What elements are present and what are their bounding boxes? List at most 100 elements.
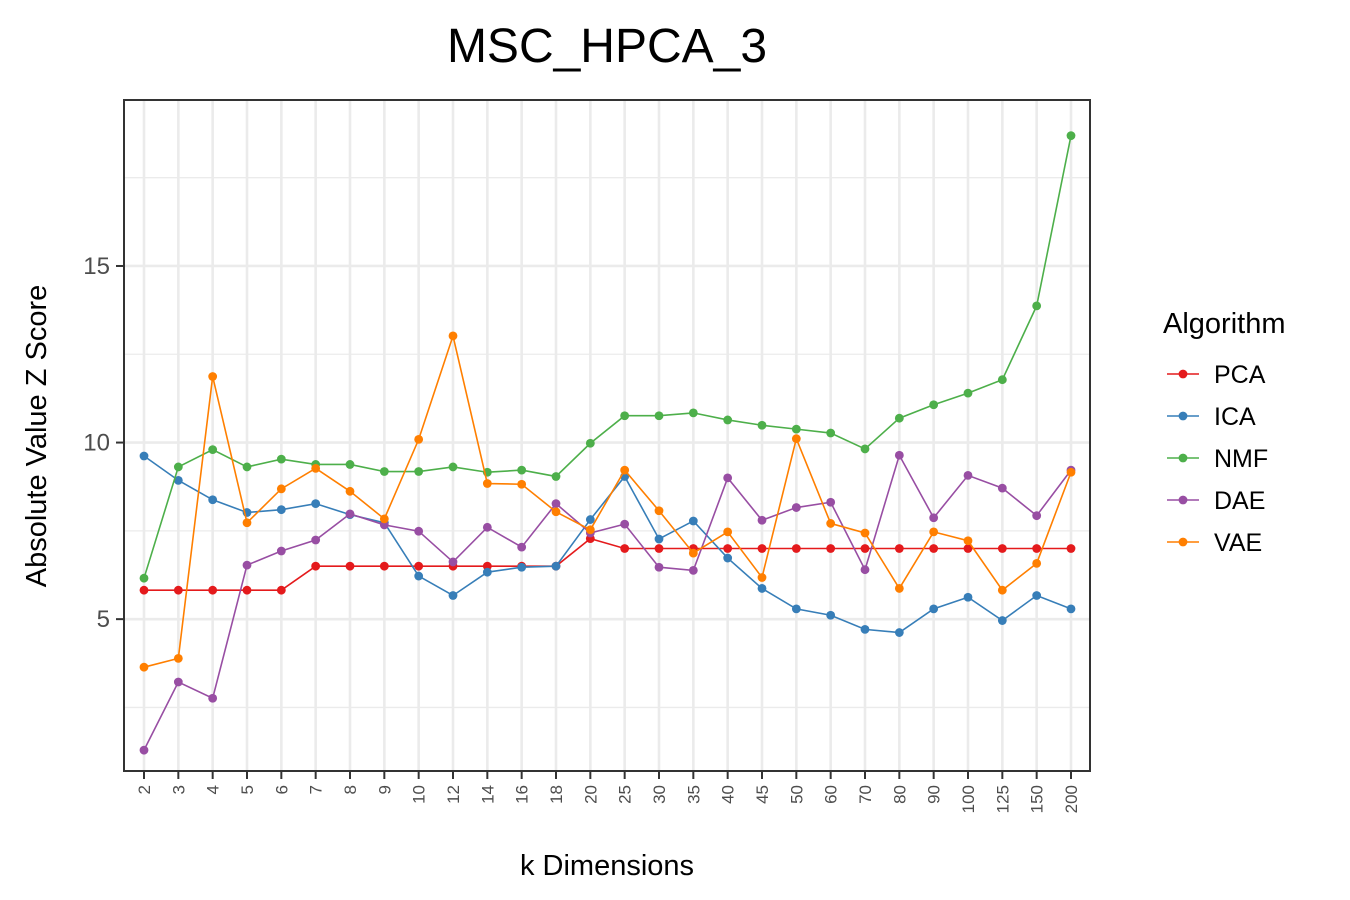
data-point-dae xyxy=(242,560,252,570)
data-point-nmf xyxy=(894,413,904,423)
data-point-pca xyxy=(654,544,664,553)
data-point-vae xyxy=(757,573,767,582)
data-point-nmf xyxy=(1032,301,1042,311)
data-point-ica xyxy=(517,562,527,572)
data-point-dae xyxy=(448,557,458,567)
legend-key-point xyxy=(1178,495,1188,505)
data-point-dae xyxy=(414,526,424,536)
data-point-vae xyxy=(276,484,286,494)
data-point-dae xyxy=(345,509,355,519)
x-tick-label: 10 xyxy=(410,785,429,804)
data-point-nmf xyxy=(345,460,355,469)
y-axis-title: Absolute Value Z Score xyxy=(21,285,53,588)
legend-label-vae: VAE xyxy=(1214,529,1262,557)
x-tick-label: 80 xyxy=(890,785,909,804)
data-point-pca xyxy=(620,544,630,553)
x-tick-label: 20 xyxy=(581,785,600,804)
series-layer xyxy=(139,131,1076,755)
data-point-nmf xyxy=(826,428,836,438)
x-tick-label: 6 xyxy=(272,785,291,794)
data-point-vae xyxy=(242,518,252,528)
data-point-ica xyxy=(791,604,801,614)
x-tick-label: 125 xyxy=(993,785,1012,813)
data-point-ica xyxy=(894,628,904,637)
data-point-pca xyxy=(723,544,733,553)
data-point-dae xyxy=(929,513,939,523)
data-point-dae xyxy=(208,693,218,703)
data-point-vae xyxy=(139,662,149,672)
legend-label-dae: DAE xyxy=(1214,487,1265,515)
data-point-vae xyxy=(997,585,1007,595)
data-point-pca xyxy=(1066,544,1076,553)
data-point-nmf xyxy=(688,408,698,418)
data-point-dae xyxy=(757,515,767,525)
data-point-vae xyxy=(208,372,218,381)
legend-item-ica: ICA xyxy=(1167,403,1256,431)
data-point-pca xyxy=(791,544,801,553)
plot-panel xyxy=(124,100,1090,771)
data-point-ica xyxy=(997,616,1007,625)
data-point-pca xyxy=(860,544,870,553)
y-tick-label: 15 xyxy=(83,253,110,280)
legend: Algorithm PCA ICA NMF DAE VAE xyxy=(1163,308,1286,557)
data-point-dae xyxy=(860,565,870,575)
data-point-vae xyxy=(1032,558,1042,568)
y-tick-label: 10 xyxy=(83,430,110,457)
data-point-pca xyxy=(929,544,939,553)
legend-key-point xyxy=(1178,537,1188,547)
chart-title: MSC_HPCA_3 xyxy=(447,20,767,73)
data-point-vae xyxy=(929,527,939,537)
plot-border xyxy=(123,99,1091,772)
data-point-nmf xyxy=(963,388,973,398)
data-point-vae xyxy=(620,465,630,475)
data-point-vae xyxy=(448,331,458,341)
data-point-nmf xyxy=(242,462,252,472)
x-tick-label: 12 xyxy=(444,785,463,804)
legend-item-nmf: NMF xyxy=(1167,445,1268,473)
x-tick-label: 8 xyxy=(341,785,360,794)
series-pca xyxy=(139,534,1076,595)
data-point-pca xyxy=(414,561,424,571)
data-point-ica xyxy=(1066,604,1076,614)
data-point-ica xyxy=(311,499,321,509)
data-point-ica xyxy=(551,561,561,571)
x-axis-title: k Dimensions xyxy=(520,850,694,882)
data-point-vae xyxy=(791,434,801,444)
legend-label-ica: ICA xyxy=(1214,403,1256,431)
data-point-pca xyxy=(311,561,321,571)
data-point-vae xyxy=(379,514,389,524)
data-point-dae xyxy=(551,499,561,509)
data-point-pca xyxy=(963,544,973,553)
series-line-dae xyxy=(143,453,1072,751)
data-point-ica xyxy=(276,505,286,515)
data-point-nmf xyxy=(448,462,458,472)
legend-key-point xyxy=(1178,453,1188,463)
data-point-vae xyxy=(723,527,733,537)
series-line-vae xyxy=(143,332,1072,668)
data-point-nmf xyxy=(929,400,939,410)
data-point-dae xyxy=(620,519,630,529)
data-point-vae xyxy=(414,434,424,444)
x-tick-label: 150 xyxy=(1028,785,1047,813)
data-point-pca xyxy=(894,544,904,553)
data-point-vae xyxy=(1066,467,1076,477)
x-tick-label: 100 xyxy=(959,785,978,813)
data-point-pca xyxy=(1032,544,1042,553)
x-tick-label: 7 xyxy=(307,785,326,794)
data-point-nmf xyxy=(757,420,767,430)
data-point-dae xyxy=(894,450,904,460)
data-point-dae xyxy=(654,562,664,572)
x-tick-label: 9 xyxy=(375,785,394,794)
x-tick-label: 35 xyxy=(684,785,703,804)
data-point-nmf xyxy=(208,445,218,455)
data-point-ica xyxy=(208,495,218,505)
data-point-nmf xyxy=(620,411,630,421)
data-point-dae xyxy=(688,566,698,575)
data-point-pca xyxy=(826,544,836,553)
legend-title: Algorithm xyxy=(1163,308,1286,340)
gridlines xyxy=(124,100,1090,771)
x-tick-label: 60 xyxy=(822,785,841,804)
data-point-vae xyxy=(585,525,595,535)
data-point-vae xyxy=(688,548,698,558)
